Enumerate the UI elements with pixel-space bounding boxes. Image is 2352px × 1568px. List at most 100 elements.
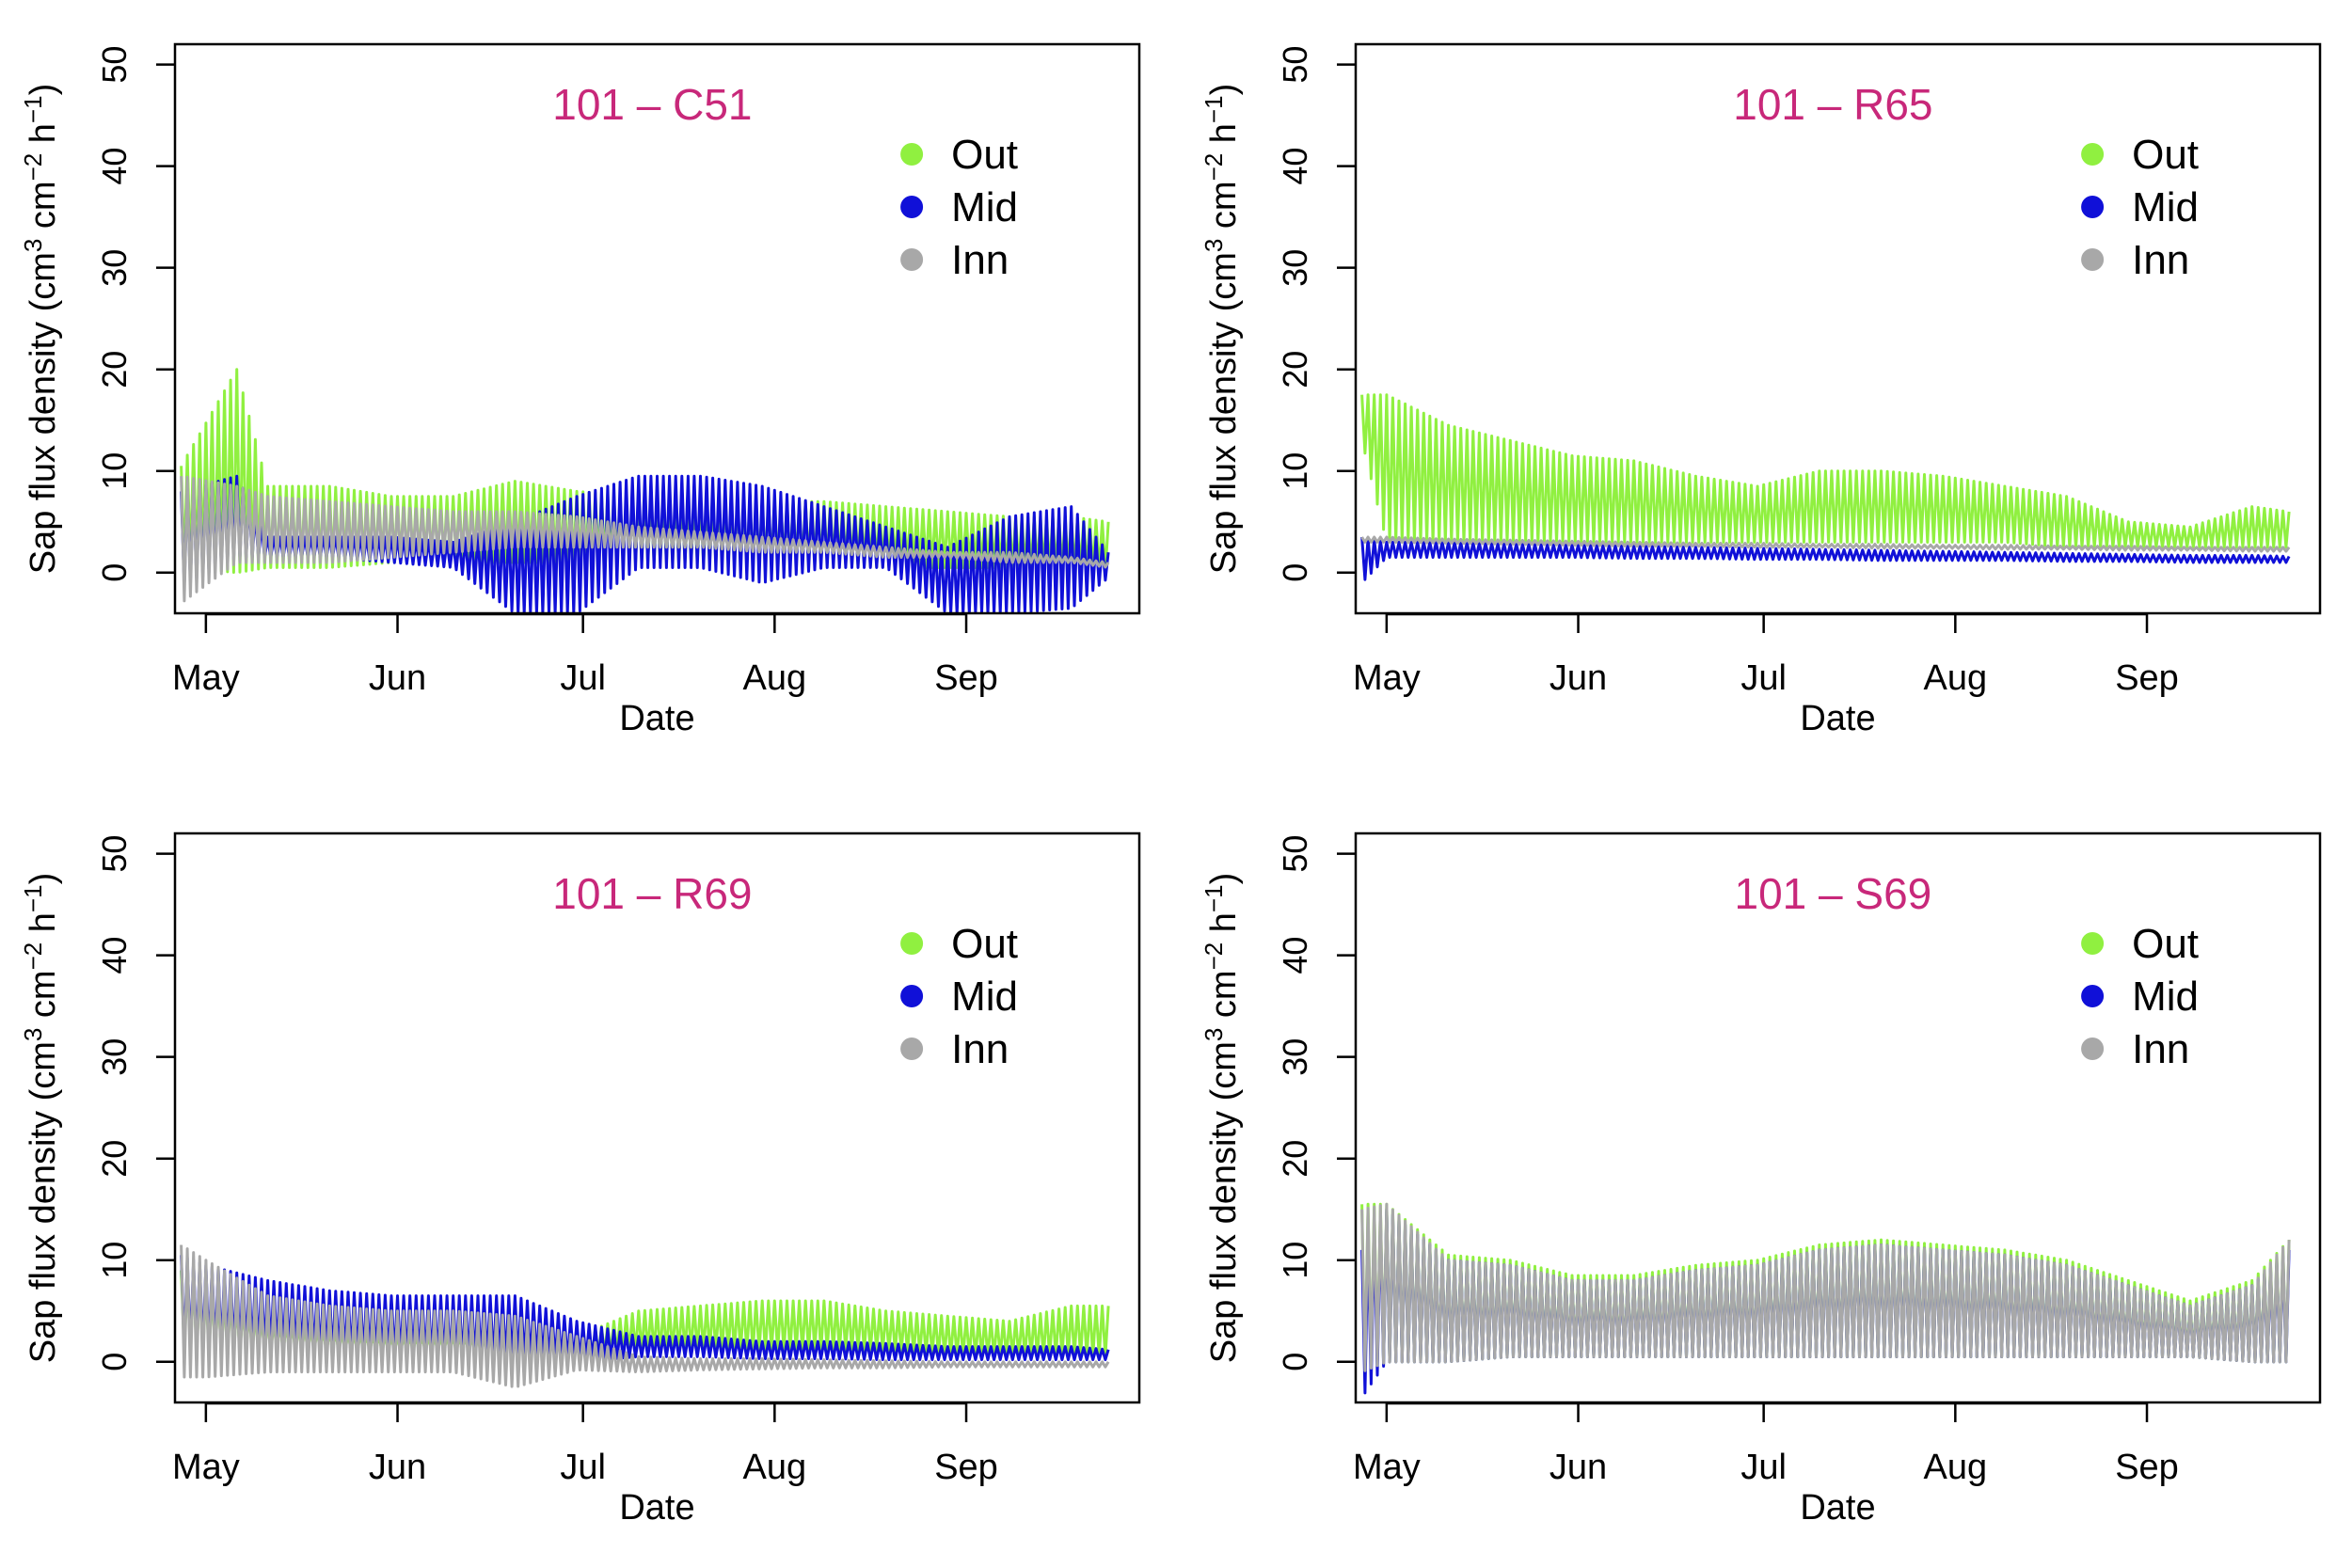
y-axis-title-part: ) xyxy=(1204,84,1244,96)
legend-label-inn: Inn xyxy=(951,1026,1009,1072)
y-axis-title: Sap flux density (cm3 cm−2 h−1) xyxy=(1200,84,1244,575)
series-line-inn xyxy=(1360,1202,2291,1372)
y-axis-title-part: Sap flux density (cm xyxy=(24,252,63,574)
x-tick-label: Aug xyxy=(743,1448,807,1487)
legend: Out Mid Inn xyxy=(2081,921,2199,1072)
legend-label-mid: Mid xyxy=(951,184,1018,230)
chart-panel-4: 0 10 20 30 40 50 May Jun Jul Aug Sep Date Sap flux d… xyxy=(1200,832,2322,1528)
legend-label-mid: Mid xyxy=(2132,184,2199,230)
x-tick-label: Aug xyxy=(1924,658,1988,698)
series-line-inn xyxy=(1360,535,2291,553)
x-axis-title: Date xyxy=(1800,1488,1875,1528)
series-group xyxy=(180,1244,1110,1388)
x-tick-label: Jun xyxy=(369,1448,426,1487)
legend: Out Mid Inn xyxy=(2081,132,2199,283)
legend-label-inn: Inn xyxy=(2132,1026,2189,1072)
y-tick-label: 40 xyxy=(1276,937,1314,974)
series-line-out xyxy=(1360,1202,2291,1377)
legend-marker-inn xyxy=(900,1037,924,1060)
y-axis-title: Sap flux density (cm3 cm−2 h−1) xyxy=(19,84,63,575)
x-axis-title: Date xyxy=(619,1488,694,1528)
chart-panel-1: 0 10 20 30 40 50 May Jun Jul Aug Sep Date Sap flux d… xyxy=(19,42,1141,738)
y-axis-title-part: cm xyxy=(24,181,63,238)
y-tick-label: 0 xyxy=(95,563,134,582)
x-tick-label: Jul xyxy=(560,1448,606,1487)
legend-marker-out xyxy=(900,932,924,955)
chart-panel-2: 0 10 20 30 40 50 May Jun Jul Aug Sep Date Sap flux d… xyxy=(1200,42,2322,738)
series-group xyxy=(180,368,1110,613)
y-tick-label: 50 xyxy=(95,835,134,873)
legend-marker-mid xyxy=(2081,196,2105,218)
y-tick-label: 40 xyxy=(95,148,134,185)
y-axis-title-part: cm xyxy=(24,970,63,1027)
x-axis-title: Date xyxy=(619,699,694,738)
x-tick-label: May xyxy=(1353,1448,1421,1487)
x-tick-label: Jun xyxy=(1549,1448,1607,1487)
y-tick-label: 40 xyxy=(1276,148,1314,185)
y-axis-title-part: cm xyxy=(1204,181,1244,238)
y-axis-title-superscript: −1 xyxy=(1200,884,1228,912)
y-axis-title-part: h xyxy=(1204,912,1244,942)
y-axis-title-part: Sap flux density (cm xyxy=(1204,1041,1244,1363)
legend-label-mid: Mid xyxy=(951,974,1018,1020)
legend: Out Mid Inn xyxy=(900,921,1018,1072)
y-axis-title-superscript: 3 xyxy=(1200,1028,1228,1041)
x-tick-label: Sep xyxy=(2115,658,2179,698)
x-tick-label: Jul xyxy=(1740,658,1787,698)
y-tick-label: 20 xyxy=(95,351,134,388)
series-line-mid xyxy=(180,474,1110,613)
chart-title: 101 – S69 xyxy=(1735,869,1932,918)
legend-label-inn: Inn xyxy=(951,237,1009,283)
y-tick-label: 0 xyxy=(1276,1353,1314,1371)
x-tick-label: Jul xyxy=(1740,1448,1787,1487)
y-tick-label: 30 xyxy=(95,249,134,287)
legend-label-out: Out xyxy=(951,132,1018,178)
y-axis-title-part: ) xyxy=(24,84,63,96)
x-tick-label: May xyxy=(172,1448,240,1487)
y-axis-title-part: h xyxy=(1204,123,1244,153)
legend-marker-mid xyxy=(2081,985,2105,1007)
y-tick-label: 10 xyxy=(95,452,134,490)
y-axis-title-part: h xyxy=(24,123,63,153)
x-tick-label: Aug xyxy=(1924,1448,1988,1487)
series-group xyxy=(1360,1202,2291,1395)
legend-marker-mid xyxy=(900,985,924,1007)
y-axis-title-superscript: −2 xyxy=(1200,153,1228,182)
x-tick-label: Sep xyxy=(2115,1448,2179,1487)
x-tick-label: Jul xyxy=(560,658,606,698)
y-axis-title-part: ) xyxy=(24,873,63,885)
y-axis-title-superscript: −2 xyxy=(19,942,47,971)
y-axis-title-superscript: −1 xyxy=(19,95,47,123)
y-tick-label: 50 xyxy=(1276,46,1314,84)
x-tick-label: Jun xyxy=(369,658,426,698)
legend-label-out: Out xyxy=(2132,132,2199,178)
series-line-mid xyxy=(1360,536,2291,581)
legend-marker-out xyxy=(900,143,924,166)
y-tick-label: 50 xyxy=(95,46,134,84)
legend: Out Mid Inn xyxy=(900,132,1018,283)
y-axis-title-superscript: 3 xyxy=(1200,239,1228,252)
series-line-mid xyxy=(180,1255,1110,1364)
y-tick-label: 10 xyxy=(95,1242,134,1279)
series-group xyxy=(1360,393,2291,581)
y-axis-title-part: cm xyxy=(1204,970,1244,1027)
legend-marker-out xyxy=(2081,143,2105,166)
y-tick-label: 30 xyxy=(1276,249,1314,287)
y-tick-label: 50 xyxy=(1276,835,1314,873)
chart-title: 101 – C51 xyxy=(552,80,752,129)
legend-label-out: Out xyxy=(2132,921,2199,967)
y-tick-label: 30 xyxy=(95,1038,134,1076)
x-tick-label: Aug xyxy=(743,658,807,698)
x-tick-label: May xyxy=(1353,658,1421,698)
x-tick-label: May xyxy=(172,658,240,698)
y-axis-title-part: Sap flux density (cm xyxy=(24,1041,63,1363)
y-axis-title: Sap flux density (cm3 cm−2 h−1) xyxy=(19,873,63,1364)
y-tick-label: 30 xyxy=(1276,1038,1314,1076)
chart-title: 101 – R69 xyxy=(552,869,752,918)
y-tick-label: 20 xyxy=(1276,351,1314,388)
y-axis-title-superscript: −2 xyxy=(19,153,47,182)
y-tick-label: 40 xyxy=(95,937,134,974)
x-tick-label: Jun xyxy=(1549,658,1607,698)
legend-marker-out xyxy=(2081,932,2105,955)
y-axis-title-part: h xyxy=(24,912,63,942)
